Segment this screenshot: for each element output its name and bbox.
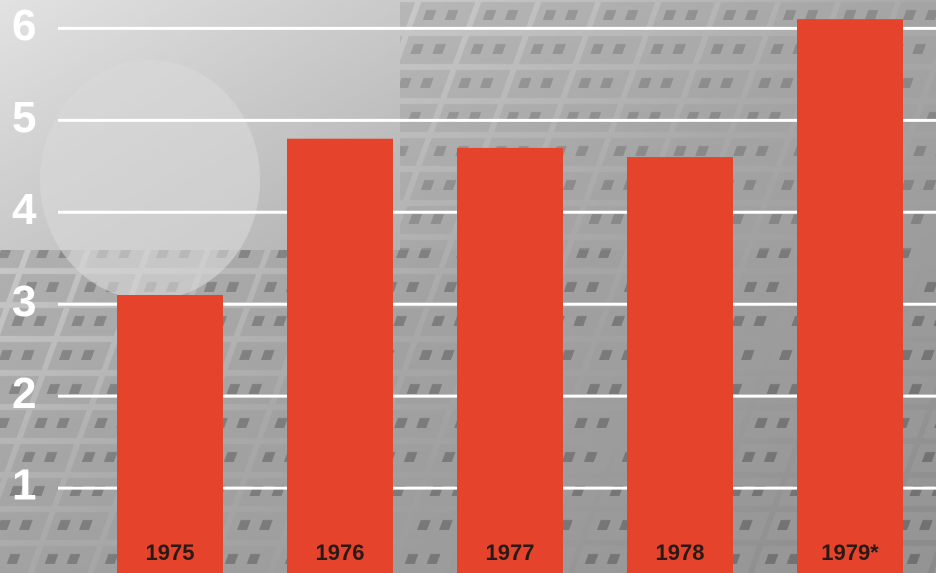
x-tick-label: 1978	[656, 540, 705, 565]
y-tick-label: 4	[12, 185, 37, 234]
x-tick-label: 1976	[316, 540, 365, 565]
x-tick-label: 1977	[486, 540, 535, 565]
x-tick-label: 1975	[146, 540, 195, 565]
bar	[287, 138, 393, 573]
y-tick-label: 2	[12, 369, 36, 418]
y-tick-label: 1	[12, 461, 36, 510]
labels: 1 2 3 4 5 6 1975 1976 1977 1978 1979*	[12, 1, 879, 565]
x-tick-label: 1979*	[821, 540, 879, 565]
bar	[627, 157, 733, 573]
bar	[117, 295, 223, 573]
bars	[117, 19, 903, 573]
y-tick-label: 3	[12, 277, 36, 326]
y-tick-label: 6	[12, 1, 36, 50]
bar	[457, 147, 563, 573]
y-tick-label: 5	[12, 93, 36, 142]
bar	[797, 19, 903, 573]
